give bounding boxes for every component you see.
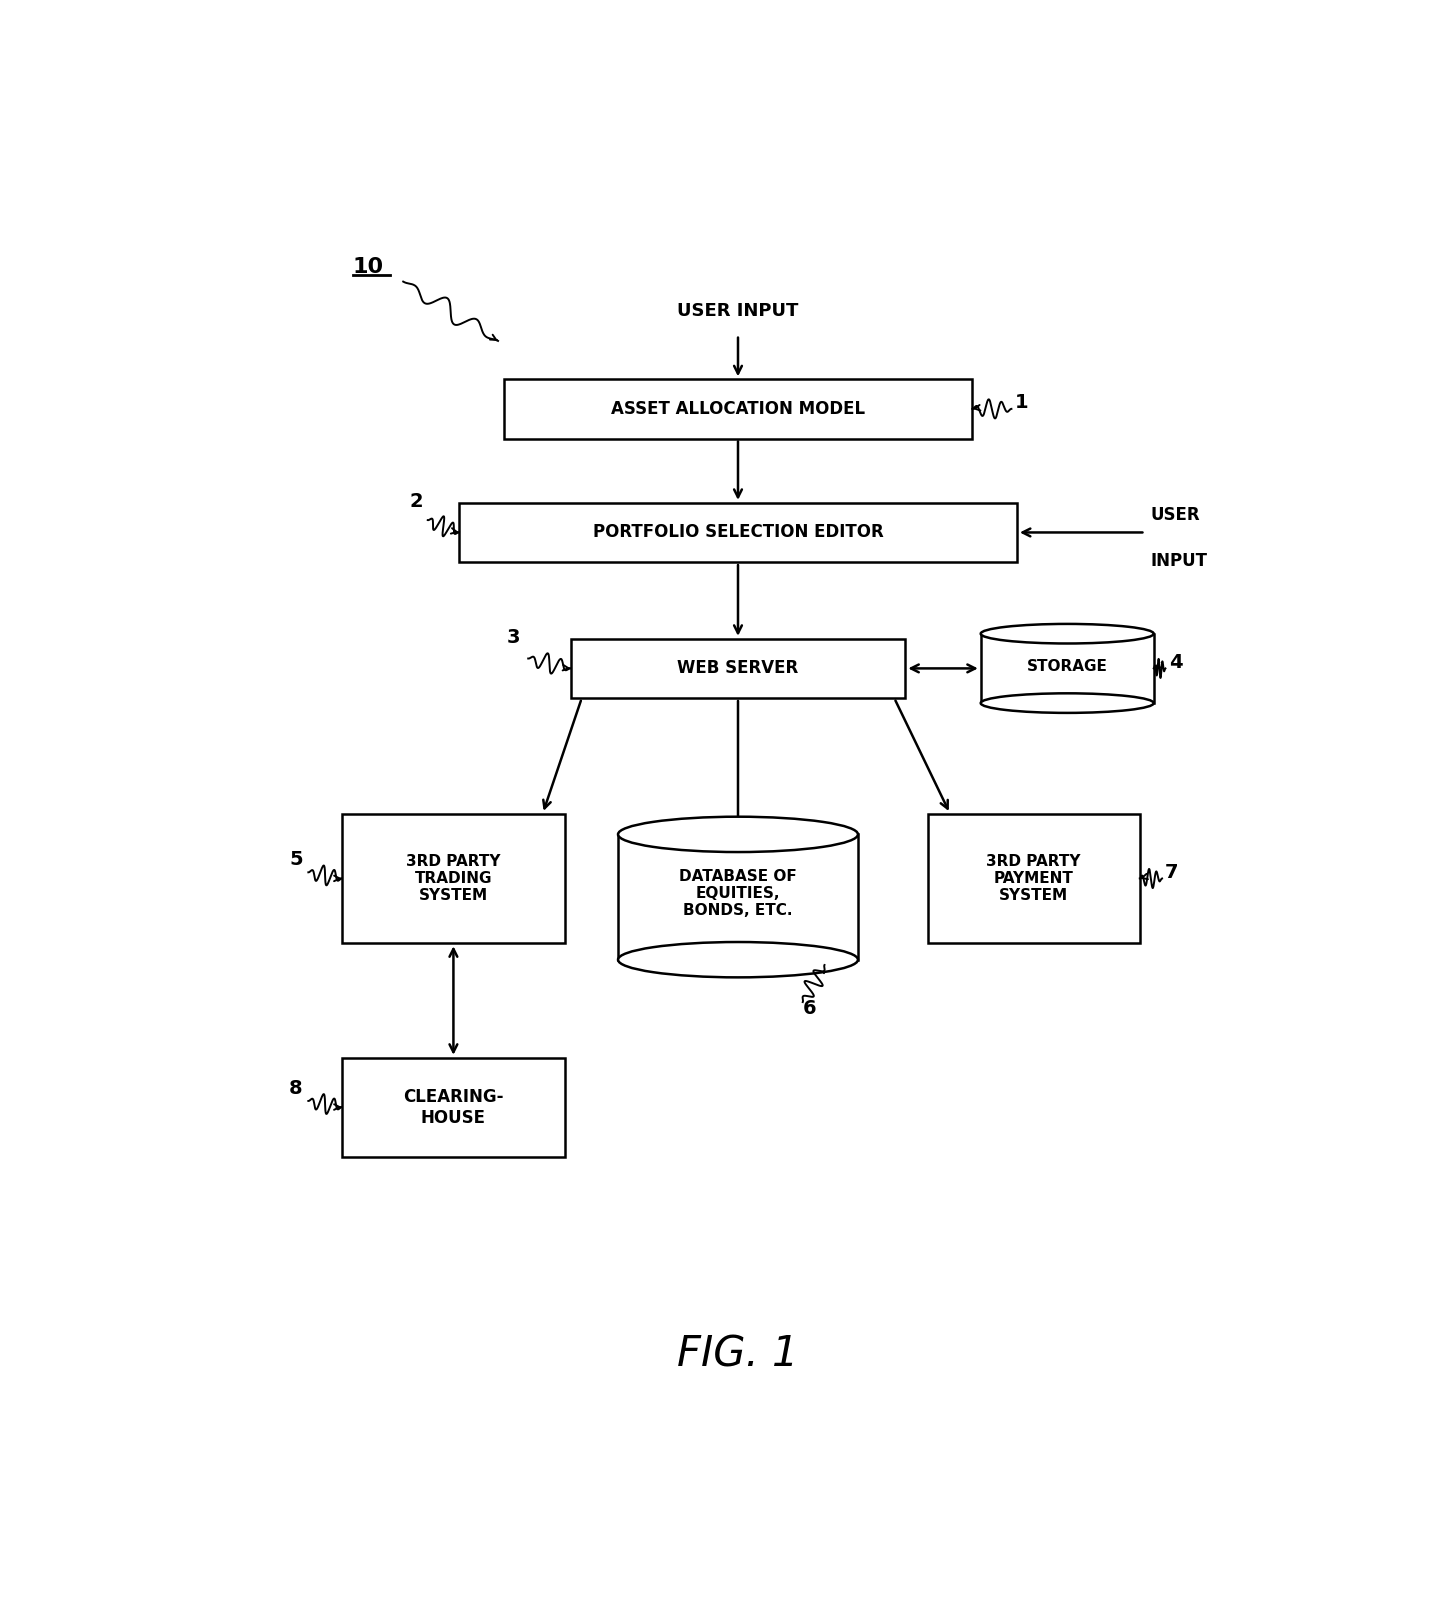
Text: WEB SERVER: WEB SERVER: [677, 660, 799, 677]
Bar: [570, 639, 906, 698]
Ellipse shape: [981, 693, 1153, 713]
Text: 4: 4: [1169, 653, 1182, 672]
Text: 10: 10: [353, 257, 384, 276]
Text: USER: USER: [1151, 506, 1201, 523]
Bar: [927, 814, 1140, 944]
Text: PORTFOLIO SELECTION EDITOR: PORTFOLIO SELECTION EDITOR: [593, 523, 883, 541]
Bar: [341, 1058, 564, 1157]
Text: 8: 8: [289, 1079, 302, 1098]
Bar: [341, 814, 564, 944]
Bar: [981, 634, 1153, 703]
Text: STORAGE: STORAGE: [1027, 660, 1107, 674]
Text: FIG. 1: FIG. 1: [677, 1334, 799, 1375]
Text: DATABASE OF
EQUITIES,
BONDS, ETC.: DATABASE OF EQUITIES, BONDS, ETC.: [680, 868, 796, 918]
Ellipse shape: [981, 624, 1153, 644]
Bar: [618, 835, 858, 960]
Text: ASSET ALLOCATION MODEL: ASSET ALLOCATION MODEL: [611, 400, 865, 417]
Bar: [504, 379, 972, 438]
Bar: [459, 502, 1017, 562]
Ellipse shape: [618, 817, 858, 852]
Text: CLEARING-
HOUSE: CLEARING- HOUSE: [403, 1088, 504, 1127]
Text: USER INPUT: USER INPUT: [677, 302, 799, 319]
Text: 1: 1: [1015, 393, 1028, 412]
Text: 5: 5: [289, 851, 302, 870]
Ellipse shape: [618, 942, 858, 977]
Text: 2: 2: [409, 493, 423, 510]
Text: INPUT: INPUT: [1151, 552, 1208, 570]
Text: 3RD PARTY
PAYMENT
SYSTEM: 3RD PARTY PAYMENT SYSTEM: [986, 854, 1081, 904]
Text: 6: 6: [802, 998, 816, 1018]
Text: 7: 7: [1165, 863, 1178, 881]
Text: 3RD PARTY
TRADING
SYSTEM: 3RD PARTY TRADING SYSTEM: [406, 854, 501, 904]
Text: 3: 3: [507, 628, 520, 647]
